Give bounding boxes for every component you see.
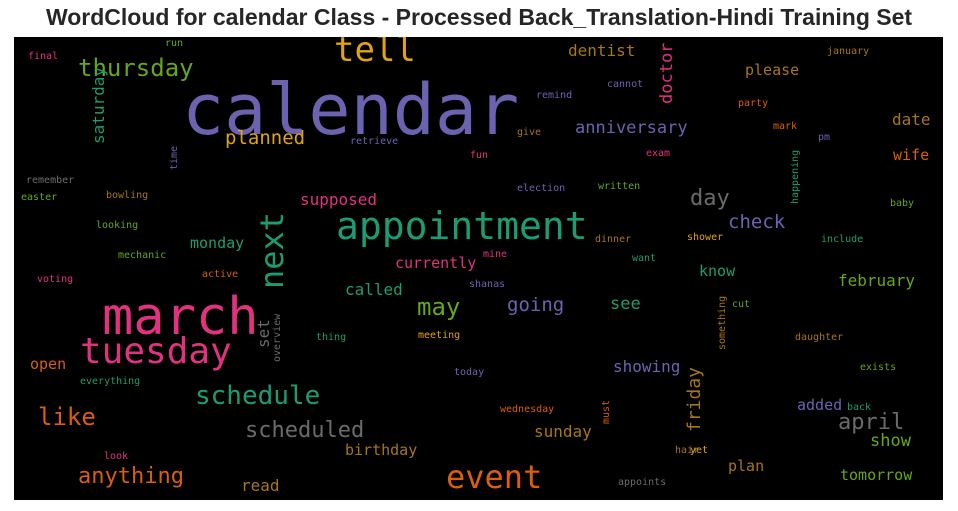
word-appointment: appointment (336, 204, 588, 248)
word-bowling: bowling (106, 190, 149, 201)
word-added: added (797, 396, 843, 414)
word-mechanic: mechanic (118, 250, 167, 261)
word-baby: baby (890, 198, 915, 209)
word-open: open (30, 355, 67, 373)
word-run: run (165, 38, 184, 49)
word-thing: thing (316, 332, 347, 343)
word-saturday: saturday (89, 66, 108, 144)
word-event: event (446, 458, 543, 496)
word-know: know (699, 262, 736, 280)
word-tuesday: tuesday (80, 331, 232, 372)
word-must: must (601, 399, 612, 424)
word-please: please (745, 61, 800, 79)
word-supposed: supposed (300, 190, 378, 209)
word-overview: overview (272, 313, 283, 362)
word-schedule: schedule (195, 381, 321, 411)
word-everything: everything (80, 376, 141, 387)
word-meeting: meeting (418, 330, 461, 341)
word-set: set (254, 319, 273, 348)
word-exists: exists (860, 362, 897, 373)
word-show: show (870, 431, 911, 451)
word-time: time (169, 145, 180, 170)
word-retrieve: retrieve (350, 136, 399, 147)
word-remember: remember (26, 175, 75, 186)
word-birthday: birthday (345, 441, 418, 459)
word-written: written (598, 181, 641, 192)
word-tell: tell (334, 37, 416, 70)
word-active: active (202, 269, 239, 280)
word-february: february (838, 271, 916, 290)
word-include: include (821, 234, 864, 245)
word-called: called (345, 280, 403, 299)
word-today: today (454, 367, 485, 378)
word-thursday: thursday (78, 54, 194, 82)
wordcloud-canvas: calendar march appointment tuesday event tell… (14, 37, 943, 500)
word-may: may (417, 293, 461, 321)
word-wife: wife (893, 146, 930, 164)
word-pm: pm (818, 132, 831, 143)
word-friday: friday (684, 366, 705, 432)
word-anniversary: anniversary (575, 118, 688, 138)
word-see: see (610, 294, 641, 314)
word-shower: shower (687, 232, 724, 243)
word-date: date (892, 110, 931, 129)
word-planned: planned (225, 127, 306, 149)
word-read: read (241, 476, 280, 495)
word-scheduled: scheduled (245, 418, 365, 443)
word-yet: yet (690, 445, 709, 456)
word-hair: hair (675, 445, 700, 456)
word-showing: showing (613, 357, 681, 376)
word-calendar: calendar (182, 69, 520, 151)
word-party: party (738, 98, 769, 109)
word-mark: mark (773, 121, 798, 132)
word-happening: happening (790, 149, 801, 204)
word-fun: fun (470, 150, 489, 161)
word-appoints: appoints (618, 477, 667, 488)
word-sunday: sunday (534, 422, 592, 441)
word-plan: plan (728, 457, 765, 475)
word-remind: remind (536, 90, 573, 101)
word-check: check (728, 211, 786, 233)
word-next: next (253, 211, 291, 289)
word-day: day (690, 186, 730, 211)
word-shanas: shanas (469, 279, 506, 290)
word-anything: anything (78, 464, 184, 489)
word-march: march (102, 287, 259, 347)
word-mine: mine (483, 249, 508, 260)
word-something: something (717, 295, 728, 350)
word-looking: looking (96, 220, 139, 231)
word-election: election (517, 183, 566, 194)
word-cannot: cannot (607, 79, 644, 90)
word-monday: monday (190, 234, 245, 252)
word-tomorrow: tomorrow (840, 466, 913, 484)
word-currently: currently (395, 254, 477, 272)
word-like: like (38, 403, 96, 431)
word-going: going (507, 294, 565, 316)
word-wednesday: wednesday (500, 404, 555, 415)
word-cut: cut (732, 299, 751, 310)
word-want: want (632, 253, 657, 264)
word-dentist: dentist (568, 41, 636, 60)
word-exam: exam (646, 148, 671, 159)
word-april: april (838, 410, 905, 435)
word-daughter: daughter (795, 332, 844, 343)
word-dinner: dinner (595, 234, 632, 245)
word-doctor: doctor (657, 42, 677, 104)
word-give: give (517, 127, 542, 138)
word-back: back (847, 402, 872, 413)
word-january: january (827, 46, 870, 57)
word-easter: easter (21, 192, 58, 203)
word-final: final (28, 51, 59, 62)
wordcloud-title: WordCloud for calendar Class - Processed… (45, 4, 913, 30)
word-voting: voting (37, 274, 74, 285)
word-look: look (104, 451, 129, 462)
